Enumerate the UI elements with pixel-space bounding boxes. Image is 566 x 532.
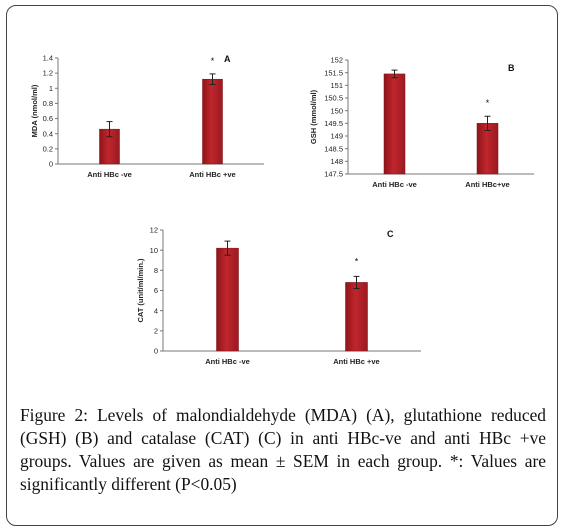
y-tick-label-a: 0.6 (43, 114, 53, 123)
y-tick-label-a: 0.4 (43, 129, 53, 138)
x-category-label-b-1: Anti HBc -ve (372, 180, 417, 189)
y-tick-label-b: 151.5 (324, 68, 343, 77)
y-tick-label-c: 2 (154, 326, 158, 335)
y-axis-label-b: GSH (mmol/ml) (309, 89, 318, 144)
figure-caption: Figure 2: Levels of malondialdehyde (MDA… (20, 405, 546, 494)
y-tick-label-b: 151 (330, 81, 343, 90)
bar-c-2 (345, 282, 368, 352)
y-tick-label-b: 152 (330, 56, 343, 65)
chart-panel-b: 147.5 148 148.5 149 149.5 150 150.5 151 151.5 152… (306, 40, 538, 196)
y-tick-label-b: 149 (330, 132, 343, 141)
y-tick-label-c: 12 (150, 226, 158, 235)
y-tick-label-b: 148 (330, 157, 343, 166)
y-tick-label-b: 149.5 (324, 119, 343, 128)
y-tick-label-a: 0 (49, 160, 53, 169)
y-tick-label-c: 6 (154, 286, 158, 295)
y-tick-label-a: 0.8 (43, 99, 53, 108)
y-tick-label-c: 0 (154, 347, 158, 356)
y-tick-label-a: 1.4 (43, 54, 53, 63)
y-tick-label-c: 8 (154, 266, 158, 275)
x-category-label-a-2: Anti HBc +ve (189, 170, 235, 179)
y-tick-label-c: 4 (154, 306, 158, 315)
x-category-label-c-2: Anti HBc +ve (333, 357, 379, 366)
y-tick-label-a: 1.2 (43, 69, 53, 78)
panel-label-a: A (224, 54, 231, 64)
y-tick-label-c: 10 (150, 246, 158, 255)
panel-label-c: C (387, 229, 394, 239)
significance-marker-b: * (486, 98, 490, 108)
y-tick-label-b: 150 (330, 106, 343, 115)
y-tick-label-a: 1 (49, 84, 53, 93)
bar-b-2 (476, 123, 499, 175)
y-tick-label-a: 0.2 (43, 144, 53, 153)
x-category-label-b-2: Anti HBc+ve (465, 180, 509, 189)
y-tick-label-b: 150.5 (324, 94, 343, 103)
significance-marker-c: * (355, 256, 359, 266)
bar-a-2 (202, 78, 223, 165)
x-category-label-c-1: Anti HBc -ve (205, 357, 250, 366)
y-axis-label-a: MDA (nmol/ml) (30, 84, 39, 137)
y-axis-label-c: CAT (unit/ml/min.) (136, 258, 145, 323)
y-tick-label-b: 147.5 (324, 170, 343, 179)
y-tick-label-b: 148.5 (324, 144, 343, 153)
chart-panel-c: 0 2 4 6 8 10 12 CAT (unit/ml/min.) C Anti HBc -ve… (133, 215, 425, 375)
chart-a-svg: 0 0.2 0.4 0.6 0.8 1 1.2 1.4 MDA (nmol/ml) A Anti H… (30, 54, 264, 179)
significance-marker-a: * (211, 56, 215, 66)
chart-panel-a: 0 0.2 0.4 0.6 0.8 1 1.2 1.4 MDA (nmol/ml) A Anti H… (28, 40, 270, 190)
bar-c-1 (216, 247, 239, 352)
x-category-label-a-1: Anti HBc -ve (87, 170, 132, 179)
chart-b-svg: 147.5 148 148.5 149 149.5 150 150.5 151 151.5 152… (309, 56, 534, 189)
chart-c-svg: 0 2 4 6 8 10 12 CAT (unit/ml/min.) C Anti HBc -ve… (136, 226, 421, 366)
panel-label-b: B (508, 63, 515, 73)
figure-frame (6, 5, 558, 526)
bar-b-1 (383, 73, 406, 175)
